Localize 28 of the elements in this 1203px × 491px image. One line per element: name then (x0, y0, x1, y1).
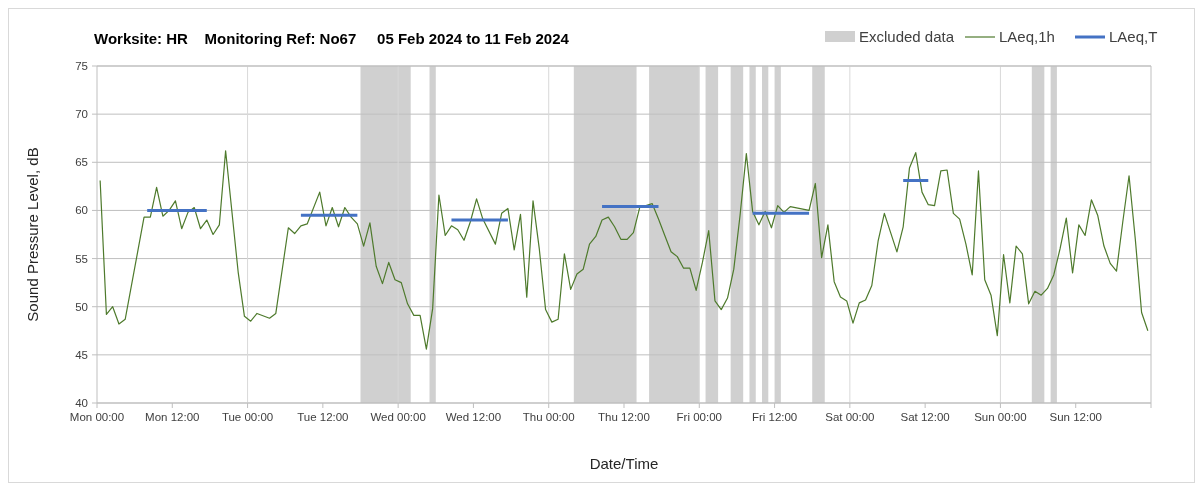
x-tick-label: Mon 12:00 (145, 411, 200, 423)
x-tick-label: Thu 12:00 (598, 411, 650, 423)
x-tick-label: Sat 00:00 (825, 411, 875, 423)
y-tick-label: 60 (75, 204, 88, 217)
legend-label: LAeq,1h (999, 28, 1055, 45)
x-axis-title: Date/Time (589, 455, 659, 472)
chart-title: Worksite: HR Monitoring Ref: No67 05 Feb 2024 to 11 Feb 2024 (94, 30, 570, 47)
x-tick-label: Tue 00:00 (221, 411, 274, 423)
x-tick-label: Sun 00:00 (974, 411, 1027, 423)
legend-label: Excluded data (859, 28, 955, 45)
y-tick-label: 45 (75, 348, 88, 361)
y-tick-label: 50 (75, 300, 88, 313)
y-tick-label: 70 (75, 108, 88, 121)
x-tick-label: Fri 00:00 (676, 411, 722, 423)
legend-label: LAeq,T (1109, 28, 1158, 45)
x-tick-label: Thu 00:00 (522, 411, 575, 423)
x-tick-label: Wed 00:00 (370, 411, 426, 423)
y-tick-label: 75 (75, 60, 88, 72)
x-tick-label: Tue 12:00 (297, 411, 349, 423)
y-tick-label: 40 (75, 397, 88, 409)
y-axis-title: Sound Pressure Level, dB (24, 147, 41, 322)
x-tick-label: Mon 00:00 (69, 411, 125, 423)
x-tick-label: Wed 12:00 (445, 411, 502, 423)
y-tick-label: 65 (75, 156, 88, 169)
x-tick-label: Sat 12:00 (900, 411, 950, 423)
x-tick-label: Fri 12:00 (751, 411, 798, 423)
y-tick-label: 55 (75, 252, 88, 265)
x-tick-label: Sun 12:00 (1049, 411, 1102, 423)
